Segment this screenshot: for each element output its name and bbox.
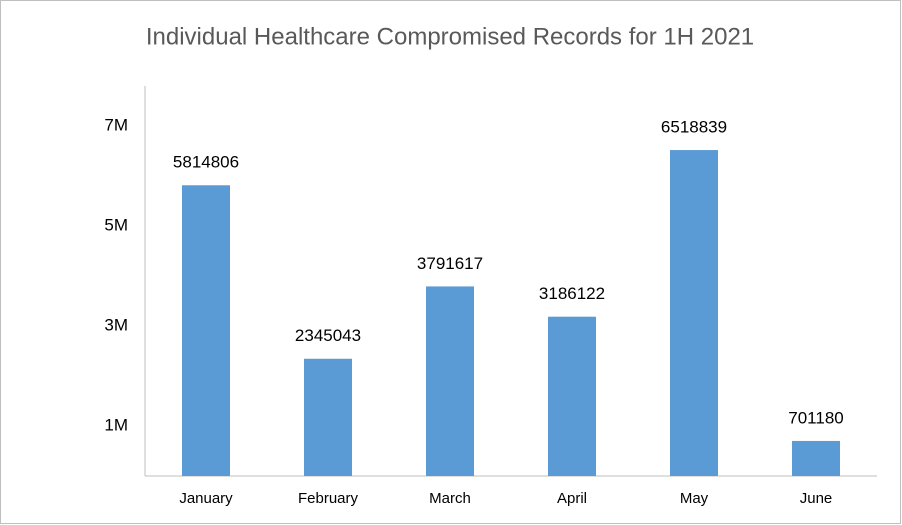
- bar: [304, 358, 352, 476]
- chart-title: Individual Healthcare Compromised Record…: [146, 23, 754, 50]
- x-tick-label: February: [298, 490, 359, 507]
- value-label: 3791617: [417, 254, 483, 273]
- x-tick-label: June: [800, 490, 833, 507]
- y-tick-label: 3M: [104, 315, 128, 334]
- bar: [426, 286, 474, 476]
- x-tick-label: March: [429, 490, 471, 507]
- x-tick-label: April: [557, 490, 587, 507]
- x-tick-label: January: [179, 490, 233, 507]
- y-tick-label: 5M: [104, 215, 128, 234]
- value-label: 2345043: [295, 326, 361, 345]
- value-label: 3186122: [539, 284, 605, 303]
- bar: [548, 316, 596, 476]
- value-label: 5814806: [173, 153, 239, 172]
- value-label: 6518839: [661, 118, 727, 137]
- y-tick-label: 7M: [104, 115, 128, 134]
- y-tick-label: 1M: [104, 415, 128, 434]
- bar: [792, 440, 840, 476]
- bar: [670, 150, 718, 476]
- bar: [182, 185, 230, 476]
- x-tick-label: May: [680, 490, 709, 507]
- value-label: 701180: [788, 408, 843, 427]
